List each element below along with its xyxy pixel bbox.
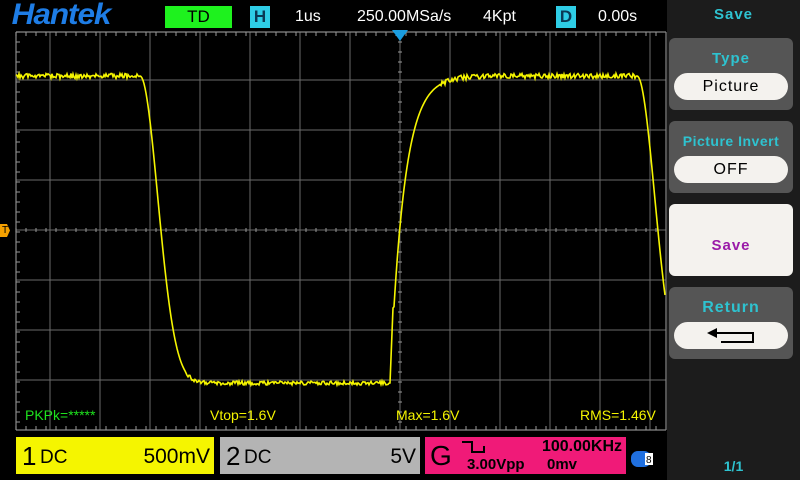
square-wave-icon — [461, 440, 493, 454]
channel-1-trace — [16, 74, 665, 386]
return-button[interactable] — [674, 322, 788, 349]
side-menu: Save Type Picture Picture Invert OFF Sav… — [667, 0, 800, 480]
delay-value: 0.00s — [598, 8, 637, 26]
trigger-mode-badge: TD — [165, 6, 232, 28]
menu-type[interactable]: Type Picture — [669, 38, 793, 110]
menu-title: Save — [667, 6, 800, 23]
measurement-max: Max=1.6V — [396, 407, 459, 423]
generator-box[interactable]: G 100.00KHz 3.00Vpp 0mv — [425, 437, 626, 474]
channel-scale: 500mV — [143, 445, 210, 469]
measurement-vtop: Vtop=1.6V — [210, 407, 276, 423]
usb-status-icon: 8 — [630, 449, 656, 469]
brand-logo: Hantek — [12, 0, 111, 32]
generator-offset: 0mv — [547, 456, 577, 473]
channel-scale: 5V — [390, 445, 416, 469]
save-label: Save — [669, 237, 793, 254]
generator-frequency: 100.00KHz — [542, 438, 622, 456]
waveform-display[interactable] — [0, 30, 667, 432]
picture-invert-value[interactable]: OFF — [674, 156, 788, 183]
return-arrow-icon — [701, 326, 761, 346]
menu-page: 1/1 — [667, 458, 800, 474]
channel-2-box[interactable]: 2 DC 5V — [220, 437, 420, 474]
measurement-pkpk: PKPk=***** — [25, 407, 95, 423]
memory-depth: 4Kpt — [483, 8, 516, 26]
timebase: 1us — [295, 8, 321, 26]
generator-label: G — [430, 440, 452, 472]
return-label: Return — [669, 299, 793, 317]
type-label: Type — [669, 50, 793, 67]
horizontal-badge: H — [250, 6, 270, 28]
menu-return[interactable]: Return — [669, 287, 793, 359]
menu-picture-invert[interactable]: Picture Invert OFF — [669, 121, 793, 193]
channel-coupling: DC — [244, 447, 271, 469]
picture-invert-label: Picture Invert — [669, 133, 793, 149]
generator-amplitude: 3.00Vpp — [467, 456, 525, 473]
channel-1-box[interactable]: 1 DC 500mV — [16, 437, 214, 474]
channel-coupling: DC — [40, 447, 67, 469]
channel-number: 2 — [226, 441, 240, 472]
measurement-rms: RMS=1.46V — [580, 407, 666, 423]
channel-number: 1 — [22, 441, 36, 472]
svg-text:8: 8 — [646, 455, 652, 466]
save-button[interactable]: Save — [669, 204, 793, 276]
type-value[interactable]: Picture — [674, 73, 788, 100]
sample-rate: 250.00MSa/s — [357, 8, 451, 26]
graticule — [16, 32, 666, 430]
delay-badge: D — [556, 6, 576, 28]
